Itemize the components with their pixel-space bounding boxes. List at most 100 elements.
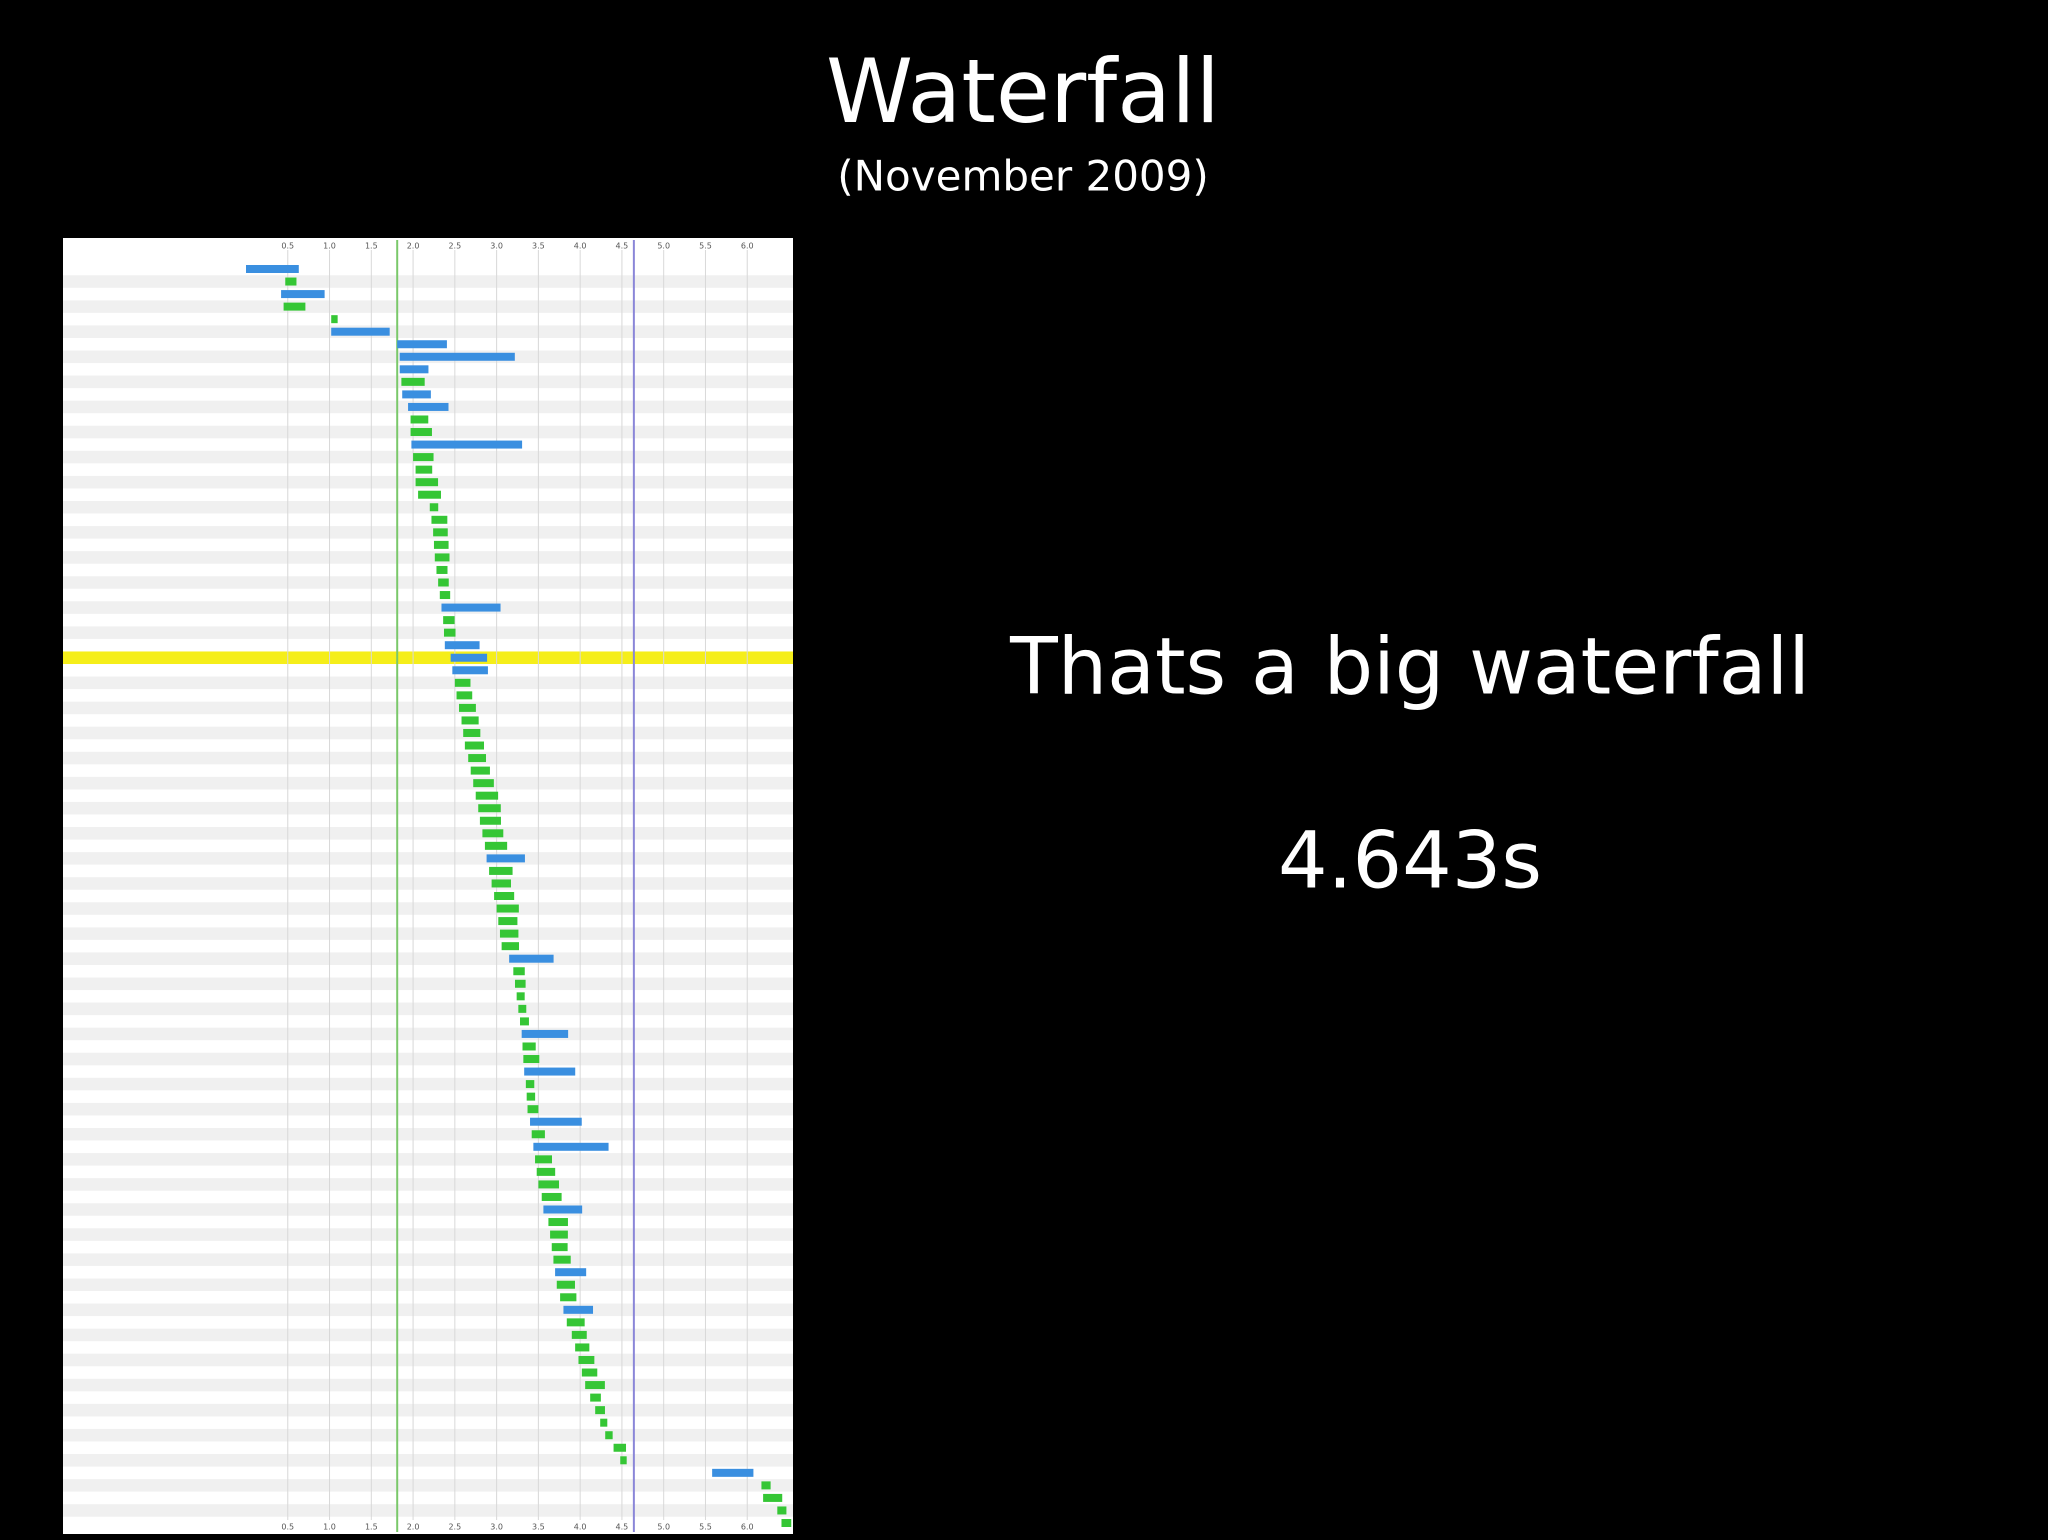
- x-tick-label: 6.0: [741, 1523, 754, 1532]
- row-stripe: [63, 751, 793, 765]
- request-bar: [712, 1468, 754, 1477]
- x-tick-label: 6.0: [741, 242, 754, 251]
- row-stripe: [63, 726, 793, 740]
- request-bar: [520, 1017, 529, 1026]
- row-stripe: [63, 1228, 793, 1241]
- request-bar: [434, 553, 450, 562]
- request-bar: [541, 1192, 562, 1201]
- row-stripe: [63, 1127, 793, 1141]
- row-stripe: [63, 902, 793, 915]
- request-bar: [509, 954, 554, 963]
- request-bar: [415, 465, 433, 474]
- request-bar: [433, 528, 448, 537]
- row-stripe: [63, 676, 793, 690]
- slide-subtitle: (November 2009): [837, 152, 1209, 201]
- request-bar: [581, 1368, 598, 1377]
- request-bar: [525, 1080, 535, 1089]
- row-stripe: [63, 1102, 793, 1116]
- request-bar: [620, 1456, 627, 1465]
- row-stripe: [63, 1303, 793, 1317]
- request-bar: [429, 503, 439, 512]
- x-tick-label: 1.0: [323, 242, 336, 251]
- request-bar: [489, 866, 513, 875]
- request-bar: [501, 942, 520, 951]
- request-bar: [402, 390, 431, 399]
- request-bar: [331, 315, 338, 324]
- request-bar: [531, 1130, 545, 1139]
- row-stripe: [63, 1504, 793, 1517]
- x-tick-label: 5.5: [699, 242, 712, 251]
- request-bar: [600, 1418, 608, 1427]
- request-bar: [533, 1142, 609, 1151]
- highlight-row: [63, 651, 793, 665]
- row-stripe: [63, 1428, 793, 1442]
- request-bar: [555, 1268, 587, 1277]
- row-stripe: [63, 952, 793, 965]
- request-bar: [464, 741, 485, 750]
- request-bar: [411, 440, 523, 449]
- request-bar: [415, 478, 439, 487]
- request-bar: [524, 1067, 576, 1076]
- request-bar: [408, 402, 449, 411]
- x-tick-label: 4.5: [616, 1523, 629, 1532]
- row-stripe: [63, 1378, 793, 1392]
- row-stripe: [63, 375, 793, 389]
- request-bar: [443, 616, 455, 625]
- request-bar: [410, 428, 432, 437]
- request-bar: [331, 327, 390, 336]
- request-bar: [526, 1092, 536, 1101]
- request-bar: [468, 754, 487, 763]
- request-bar: [571, 1330, 587, 1339]
- row-stripe: [63, 1153, 793, 1166]
- x-tick-label: 3.0: [490, 1523, 503, 1532]
- request-bar: [578, 1355, 595, 1364]
- row-stripe: [63, 1328, 793, 1342]
- request-bar: [482, 829, 504, 838]
- request-bar: [585, 1381, 605, 1390]
- request-bar: [498, 917, 518, 926]
- request-bar: [522, 1042, 536, 1051]
- row-stripe: [63, 1253, 793, 1266]
- request-bar: [530, 1117, 582, 1126]
- row-stripe: [63, 877, 793, 890]
- row-stripe: [63, 1278, 793, 1292]
- request-bar: [401, 377, 425, 386]
- request-bar: [454, 678, 471, 687]
- request-bar: [550, 1230, 568, 1239]
- row-stripe: [63, 1052, 793, 1066]
- request-bar: [450, 653, 488, 662]
- request-bar: [566, 1318, 585, 1327]
- request-bar: [478, 804, 501, 813]
- request-bar: [496, 904, 519, 913]
- request-bar: [575, 1343, 590, 1352]
- request-bar: [246, 265, 299, 273]
- request-bar: [535, 1155, 553, 1164]
- row-stripe: [63, 626, 793, 639]
- request-bar: [513, 967, 525, 976]
- row-stripe: [63, 1077, 793, 1091]
- request-bar: [473, 779, 494, 788]
- request-bar: [523, 1055, 540, 1064]
- request-bar: [443, 628, 456, 637]
- x-tick-label: 4.0: [574, 242, 587, 251]
- request-bar: [527, 1105, 539, 1114]
- request-bar: [281, 290, 325, 299]
- waterfall-chart: 0.5 0.5 1.0 1.0 1.5 1.5 2.0 2.0 2.5 2.5 3.0 3.0 3.5 3…: [63, 240, 793, 1532]
- request-bar: [543, 1205, 583, 1214]
- request-bar: [438, 578, 449, 587]
- request-bar: [590, 1393, 601, 1402]
- request-bar: [418, 490, 441, 499]
- request-bar: [777, 1506, 787, 1515]
- request-bar: [556, 1280, 575, 1289]
- x-tick-label: 5.5: [699, 1523, 712, 1532]
- request-bar: [441, 603, 501, 612]
- row-stripe: [63, 776, 793, 790]
- request-bar: [486, 854, 525, 863]
- request-bar: [781, 1519, 792, 1527]
- x-tick-label: 5.0: [657, 1523, 670, 1532]
- row-stripe: [63, 1002, 793, 1016]
- request-bar: [399, 352, 515, 361]
- request-bar: [452, 666, 488, 675]
